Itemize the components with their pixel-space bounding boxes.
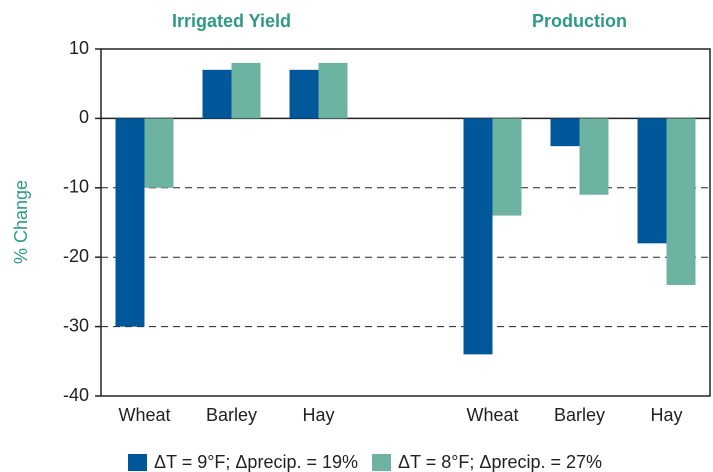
bar xyxy=(115,118,145,327)
legend-label: ΔT = 8°F; Δprecip. = 27% xyxy=(398,452,602,472)
plot-frame xyxy=(100,48,711,397)
bar xyxy=(579,118,609,195)
x-tick-label: Hay xyxy=(302,405,334,425)
bar xyxy=(666,118,696,285)
legend-swatch xyxy=(372,454,392,471)
bar xyxy=(202,69,232,119)
y-tick-label: -30 xyxy=(63,315,89,335)
legend-swatch xyxy=(128,454,147,471)
y-tick-label: 10 xyxy=(69,38,89,58)
y-tick-label: -10 xyxy=(63,177,89,197)
panel-title: Irrigated Yield xyxy=(172,11,291,31)
x-tick-label: Barley xyxy=(206,405,257,425)
bar xyxy=(550,118,580,147)
bar xyxy=(463,118,493,355)
y-tick-label: -40 xyxy=(63,385,89,405)
x-tick-label: Wheat xyxy=(118,405,170,425)
y-axis-label: % Change xyxy=(11,180,31,264)
x-tick-label: Hay xyxy=(650,405,682,425)
x-tick-label: Barley xyxy=(554,405,605,425)
x-tick-label: Wheat xyxy=(466,405,518,425)
panel-title: Production xyxy=(532,11,627,31)
bar xyxy=(637,118,667,244)
bar xyxy=(144,118,174,188)
bar xyxy=(318,62,348,119)
bar xyxy=(289,69,319,119)
y-tick-label: -20 xyxy=(63,246,89,266)
legend-label: ΔT = 9°F; Δprecip. = 19% xyxy=(154,452,358,472)
y-tick-label: 0 xyxy=(79,107,89,127)
bar xyxy=(492,118,522,216)
bar xyxy=(231,62,261,119)
